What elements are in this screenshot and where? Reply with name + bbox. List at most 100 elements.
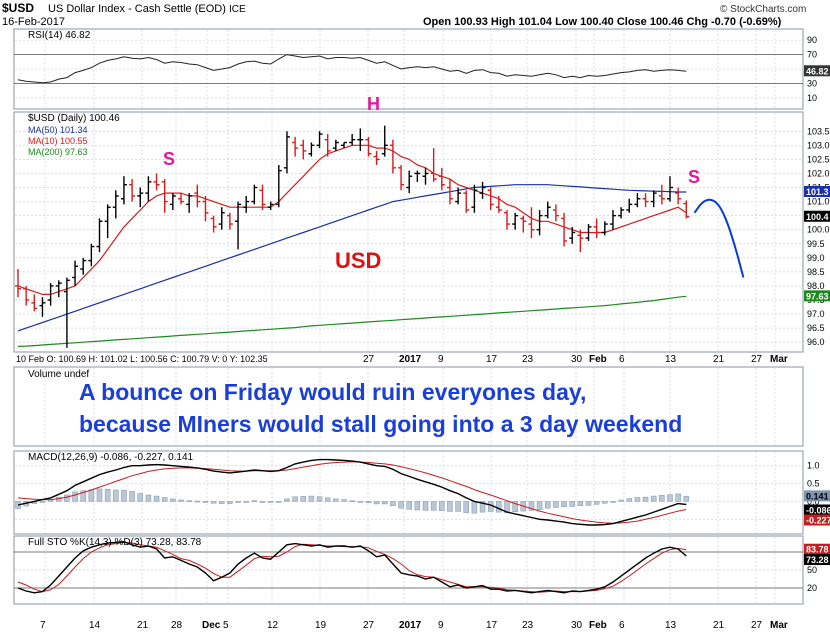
price-bar [357, 128, 364, 151]
annotation-s-right: S [688, 167, 700, 187]
macd-histogram-bar [251, 500, 258, 502]
ma10-legend: MA(10) 100.55 [28, 136, 88, 146]
macd-histogram-bar [512, 501, 518, 513]
ma50-legend: MA(50) 101.34 [28, 125, 88, 135]
x-tick-label: 23 [522, 354, 534, 365]
price-bar [39, 297, 46, 317]
bottom-x-tick-label: 5 [223, 620, 229, 631]
macd-histogram-bar [659, 495, 665, 502]
macd-histogram-bar [333, 498, 339, 502]
price-bar [667, 176, 673, 202]
price-bar [463, 190, 470, 213]
bottom-x-tick-label: 6 [619, 620, 625, 631]
price-bar [520, 215, 527, 233]
x-tick-label: 6 [619, 354, 625, 365]
macd-hist-value-label-bg [804, 490, 830, 502]
price-bar [626, 198, 633, 213]
price-bar [381, 125, 388, 157]
macd-histogram-bar [430, 501, 437, 511]
macd-histogram-bar [585, 501, 592, 506]
price-bar [365, 136, 372, 157]
macd-histogram-bar [316, 496, 323, 502]
macd-histogram-bar [504, 501, 510, 514]
brand-logo: © StockCharts.com [720, 4, 806, 15]
panel-frame [13, 111, 804, 353]
price-bar [161, 179, 168, 213]
price-bar [15, 269, 21, 298]
bottom-x-tick-label: 21 [713, 620, 725, 631]
price-bar [300, 139, 307, 160]
macd-histogram-bar [650, 495, 657, 502]
price-bar [259, 184, 266, 210]
price-bar [389, 139, 396, 174]
header-name: US Dollar Index - Cash Settle (EOD) ICE [48, 3, 246, 15]
price-bar [398, 165, 405, 191]
annotation-s-left: S [163, 149, 175, 169]
x-tick-label: 30 [571, 354, 583, 365]
price-bar [145, 176, 152, 202]
price-bar [658, 184, 665, 205]
x-tick-label: 17 [486, 354, 498, 365]
macd-histogram-bar [406, 501, 412, 510]
bottom-x-tick-label: 9 [438, 620, 444, 631]
price-bar [104, 204, 111, 239]
macd-histogram-bar [683, 496, 690, 502]
y-tick-label: 96.5 [807, 323, 825, 333]
rsi-line [17, 54, 687, 84]
price-bar [504, 210, 510, 230]
macd-histogram-bar [602, 501, 608, 504]
bottom-x-tick-label: 27 [751, 620, 763, 631]
price-bar [275, 165, 282, 208]
price-bar [186, 193, 193, 213]
price-bar [55, 280, 62, 298]
macd-histogram-bar [528, 501, 535, 511]
price-bar [422, 167, 429, 185]
rsi-value-label-bg [804, 65, 830, 77]
price-bar [72, 260, 79, 286]
x-tick-label: 21 [713, 354, 725, 365]
price-bar [618, 207, 625, 219]
price-bar [455, 187, 462, 205]
price-bar [324, 134, 331, 157]
macd-histogram-bar [341, 499, 347, 502]
macd-histogram-bar [455, 501, 461, 512]
y-tick-label: 20 [807, 583, 817, 593]
y-tick-label: 30 [807, 78, 817, 88]
y-tick-label: 100.0 [807, 225, 830, 235]
x-tick-label: 27 [751, 354, 763, 365]
macd-histogram-bar [667, 494, 673, 502]
price-bar [414, 170, 421, 182]
price-panel: 103.5103.0102.5102.0101.5101.0100.5100.0… [13, 111, 830, 365]
header-symbol: $USD [2, 1, 34, 15]
macd-signal-value-label: -0.227 [806, 516, 830, 526]
sto-panel: 80502083.7873.287142128Dec51219272017917… [13, 535, 830, 631]
price-bar [512, 212, 519, 230]
ma200-line [17, 295, 687, 347]
ma50-value-label: 101.3 [806, 187, 829, 197]
macd-histogram-bar [365, 501, 372, 504]
macd-histogram-bar [284, 498, 290, 502]
price-bar [210, 215, 217, 233]
bottom-x-tick-label: 14 [89, 620, 101, 631]
x-tick-label: 9 [438, 354, 444, 365]
price-bar [471, 184, 478, 213]
panel-frame [13, 366, 804, 447]
rsi-panel: 907050301046.82 [13, 28, 830, 110]
price-bar [47, 283, 54, 306]
price-bar [308, 142, 315, 157]
price-bar [561, 212, 568, 247]
price-bar [23, 285, 30, 306]
macd-histogram-bar [129, 491, 135, 502]
y-tick-label: 99.0 [807, 253, 825, 263]
bottom-x-tick-label: 21 [137, 620, 149, 631]
price-bar [129, 179, 136, 202]
macd-histogram-bar [422, 501, 429, 511]
macd-histogram-bar [561, 501, 567, 508]
x-tick-label: 2017 [399, 354, 422, 365]
price-bar [226, 212, 233, 230]
sto-d-value-label: 83.78 [806, 545, 829, 555]
price-bar [528, 207, 535, 239]
y-tick-label: 0.0 [807, 496, 820, 506]
y-tick-label: 0.5 [807, 479, 820, 489]
macd-histogram-bar [267, 501, 274, 503]
